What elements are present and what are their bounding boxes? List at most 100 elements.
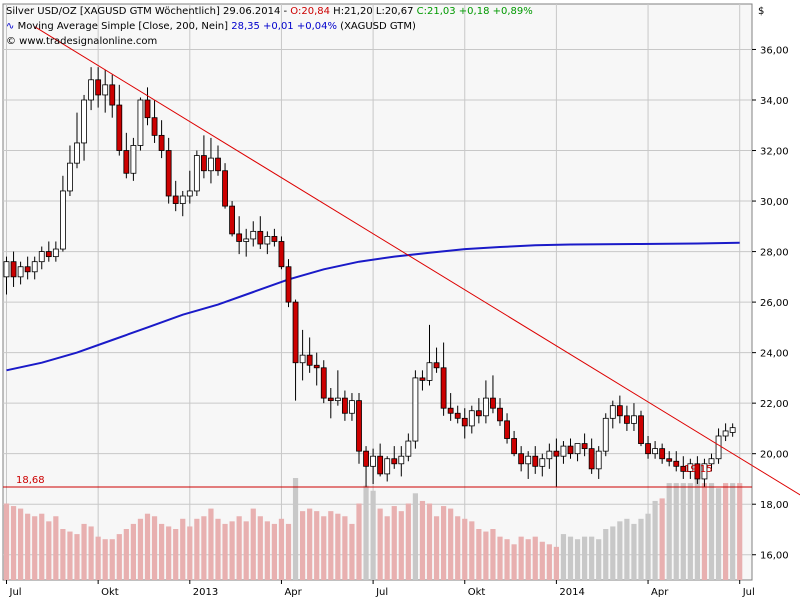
candle [708,453,715,472]
volume-bar [659,498,665,580]
volume-bar [603,529,609,580]
candle [250,221,257,247]
candle [165,137,172,204]
candle-body [504,420,510,439]
candle [504,413,510,444]
candle-body [313,364,320,369]
volume-bar [694,478,700,580]
x-tick-label: Apr [651,587,669,598]
candle-body [602,417,609,452]
candle-body [645,443,651,455]
volume-bar [455,516,461,580]
candle [595,446,602,479]
y-tick-label: 18,00 [760,500,789,511]
candle-body [398,455,405,465]
candle-body [581,443,588,450]
candle [349,393,355,421]
ma-icon: ∿ [6,21,18,32]
volume-bar [624,518,630,580]
candle [377,443,384,477]
volume-bars [3,478,743,580]
candle-body [447,407,454,414]
candle-body [320,367,327,399]
candle-body [356,400,362,452]
volume-bar [680,483,686,580]
volume-bar [723,483,729,580]
candle [497,398,503,426]
volume-bar [701,483,708,580]
candle-body [532,455,539,467]
candle [398,446,405,477]
volume-bar [504,539,510,580]
volume-bar [469,521,475,580]
volume-bar [342,516,348,580]
volume-bar [730,483,736,580]
volume-bar [525,539,531,580]
volume-bar [335,513,341,580]
candle [687,458,694,479]
candle [518,446,525,472]
volume-bar [123,529,129,580]
candle-body [81,99,87,144]
candle [215,145,221,176]
volume-bar [708,483,715,580]
candle [553,438,560,487]
x-tick-label: Okt [468,587,486,598]
candle [172,180,179,212]
candle [10,251,17,287]
candle [447,393,454,421]
volume-bar [264,521,270,580]
candle-body [539,458,546,467]
candle [666,451,673,467]
volume-bar [666,483,672,580]
y-tick-label: 26,00 [760,298,789,309]
candle [490,375,496,414]
candle-body [482,397,489,417]
volume-bar [243,521,249,580]
volume-bar [257,516,263,580]
candle-body [440,367,447,409]
candle-body [461,417,468,427]
volume-bar [412,493,418,580]
candle [151,100,158,143]
candle-body [60,190,66,250]
candle-body [74,142,80,164]
candle [285,259,292,308]
candle [722,423,729,442]
candle-body [701,463,708,480]
candle [116,84,123,156]
volume-bar [151,516,158,580]
candle [468,405,475,434]
candle-body [45,251,52,258]
x-tick-label: Jul [375,587,388,598]
candle-body [391,458,398,465]
candle-body [666,458,673,462]
candle-body [208,157,214,172]
candle-body [179,195,186,204]
candle [60,175,66,252]
candle [327,388,334,419]
candle [454,405,461,424]
candle-body [687,463,694,472]
y-tick-label: 30,00 [760,197,789,208]
candle [208,137,214,184]
candle-body [694,463,701,480]
candle [525,451,532,479]
volume-bar [39,513,45,580]
volume-bar [130,523,136,580]
volume-bar [236,516,242,580]
volume-bar [553,546,559,580]
volume-bar [166,526,172,580]
candle-body [172,195,179,204]
y-tick-label: 34,00 [760,96,789,107]
candle-body [292,301,299,364]
candle [236,216,243,255]
candle-body [102,84,109,96]
volume-bar [426,503,433,580]
volume-bar [356,503,362,580]
trend-lines [3,26,800,496]
candle [45,241,52,262]
x-tick-label: Okt [101,587,119,598]
candle-body [243,238,250,242]
candle-body [200,155,207,172]
